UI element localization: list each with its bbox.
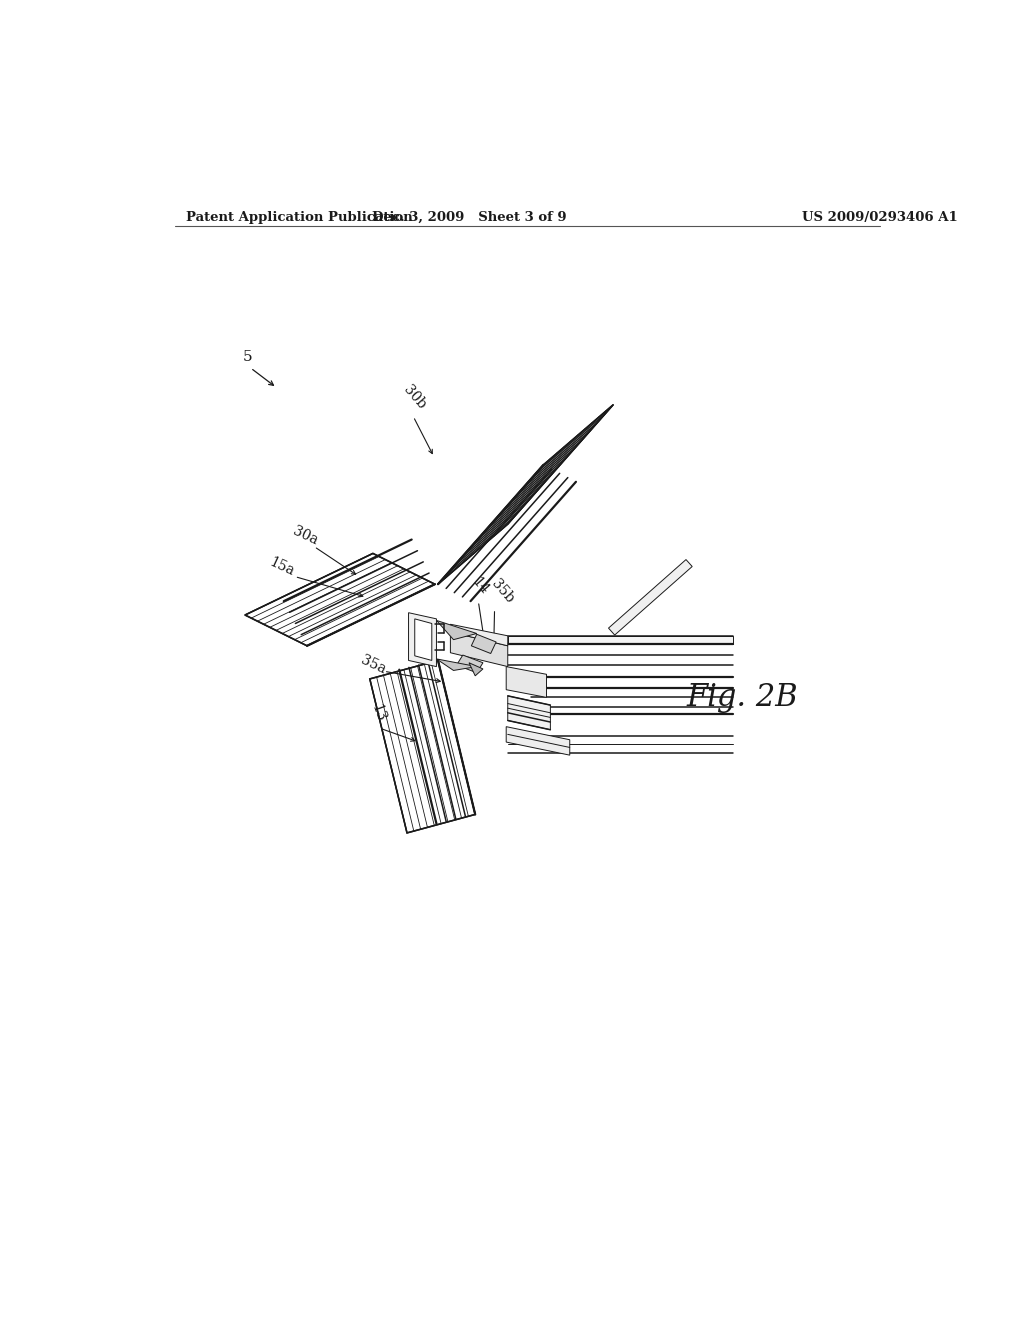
Text: 15a: 15a [267, 554, 297, 578]
Text: US 2009/0293406 A1: US 2009/0293406 A1 [802, 211, 958, 224]
Text: 13: 13 [369, 702, 387, 723]
Text: 30a: 30a [291, 524, 321, 548]
Polygon shape [471, 635, 496, 653]
Polygon shape [508, 696, 550, 730]
Text: 30b: 30b [400, 383, 429, 412]
Polygon shape [608, 560, 692, 635]
Text: 5: 5 [243, 350, 252, 364]
Text: 14: 14 [469, 574, 492, 597]
Polygon shape [438, 405, 613, 585]
Text: 35b: 35b [488, 577, 516, 606]
Text: 35a: 35a [359, 653, 388, 677]
Polygon shape [508, 636, 732, 644]
Polygon shape [370, 660, 475, 833]
Polygon shape [506, 667, 547, 697]
Polygon shape [245, 553, 435, 645]
Polygon shape [451, 632, 508, 667]
Polygon shape [506, 726, 569, 755]
Polygon shape [457, 655, 483, 673]
Polygon shape [469, 663, 483, 676]
Polygon shape [409, 612, 436, 667]
Polygon shape [451, 624, 508, 645]
Text: Patent Application Publication: Patent Application Publication [186, 211, 413, 224]
Text: Dec. 3, 2009   Sheet 3 of 9: Dec. 3, 2009 Sheet 3 of 9 [372, 211, 566, 224]
Polygon shape [436, 620, 477, 640]
Text: Fig. 2B: Fig. 2B [686, 682, 798, 713]
Polygon shape [436, 659, 477, 671]
Polygon shape [415, 619, 432, 660]
